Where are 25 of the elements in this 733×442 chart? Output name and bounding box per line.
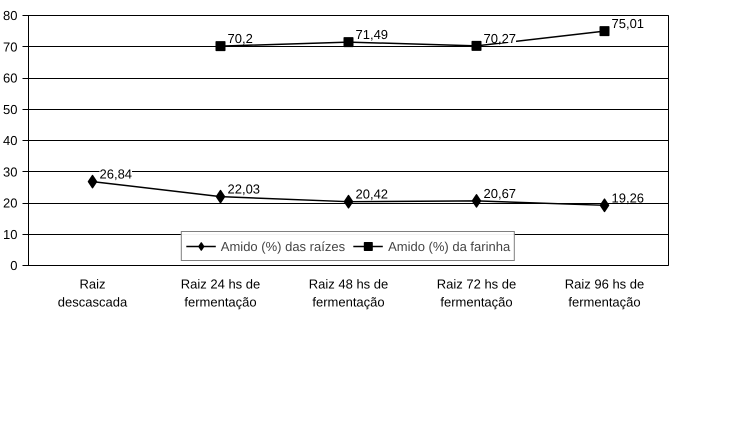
y-tick-label: 50 bbox=[3, 102, 18, 117]
y-tick-label: 40 bbox=[3, 133, 18, 148]
y-tick-label: 60 bbox=[3, 70, 18, 86]
y-tick-label: 10 bbox=[3, 226, 18, 242]
data-label: 71,49 bbox=[356, 27, 388, 42]
x-tick-label: Raiz 24 hs de fermentação bbox=[180, 276, 260, 310]
x-tick-label: Raiz 96 hs de fermentação bbox=[564, 276, 644, 310]
data-label: 75,01 bbox=[612, 16, 644, 32]
y-tick-label: 30 bbox=[3, 164, 18, 180]
y-tick-label: 70 bbox=[3, 39, 18, 54]
data-label: 70,27 bbox=[484, 30, 516, 46]
y-tick-label: 0 bbox=[10, 258, 18, 273]
legend-label: Amido (%) da farinha bbox=[388, 238, 510, 254]
x-tick-label: Raiz 72 hs de fermentação bbox=[436, 276, 516, 310]
x-tick-label: Raiz 48 hs de fermentação bbox=[308, 276, 388, 310]
x-tick-label: Raiz descascada bbox=[58, 276, 128, 310]
data-label: 22,03 bbox=[228, 182, 260, 197]
data-label: 19,26 bbox=[612, 190, 644, 206]
data-label: 20,42 bbox=[356, 186, 388, 202]
y-tick-label: 80 bbox=[3, 8, 18, 23]
y-tick-label: 20 bbox=[3, 196, 18, 210]
data-label: 20,67 bbox=[484, 186, 516, 201]
data-label: 70,2 bbox=[228, 31, 253, 46]
legend-label: Amido (%) das raízes bbox=[220, 238, 346, 254]
data-label: 26,84 bbox=[100, 166, 132, 182]
